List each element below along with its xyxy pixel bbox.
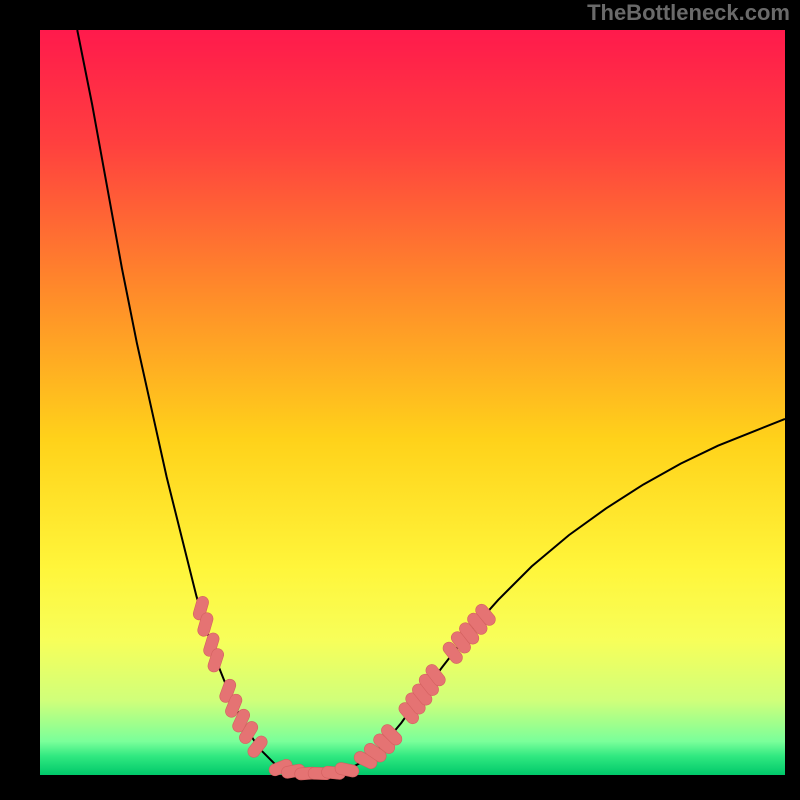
chart-container: TheBottleneck.com [0, 0, 800, 800]
plot-background-gradient [40, 30, 785, 775]
bottleneck-curve-chart [0, 0, 800, 800]
watermark-text: TheBottleneck.com [587, 0, 790, 26]
